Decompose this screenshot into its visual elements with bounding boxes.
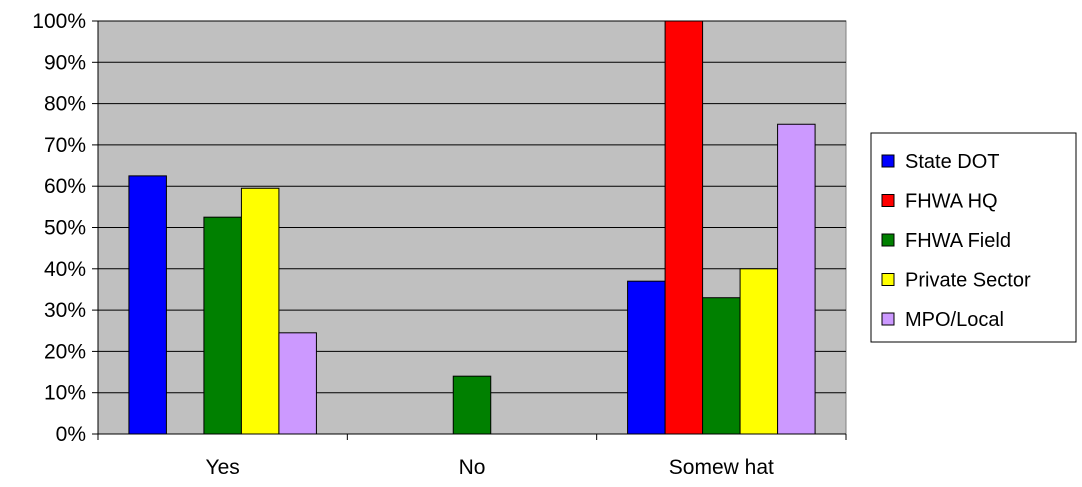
- legend-swatch: [881, 233, 895, 247]
- legend-swatch: [881, 273, 895, 286]
- legend-swatch: [881, 154, 895, 168]
- y-tick-label: 70%: [44, 134, 86, 157]
- legend-label: Private Sector: [905, 270, 1031, 292]
- y-tick-label: 0%: [56, 423, 86, 446]
- x-tick-label: No: [459, 456, 486, 479]
- axes: [92, 20, 847, 440]
- legend-label: MPO/Local: [905, 309, 1004, 331]
- legend: State DOT FHWA HQ FHWA Field Private Sector…: [870, 132, 1077, 343]
- x-axis-tick-labels: Yes No Somew hat: [206, 456, 774, 479]
- y-tick-label: 90%: [44, 51, 86, 74]
- bar-mpo-local-yes: [278, 332, 317, 435]
- y-axis-tick-labels: 0% 10% 20% 30% 40% 50% 60% 70% 80% 90% 100%: [32, 10, 86, 446]
- y-tick-label: 20%: [44, 340, 86, 363]
- bar-state-dot-yes: [128, 175, 167, 435]
- legend-swatch: [881, 194, 895, 207]
- bar-private-sector-yes: [240, 187, 280, 435]
- bar-fhwa-field-somew-hat: [702, 297, 741, 435]
- bar-mpo-local-somew-hat: [777, 123, 816, 435]
- legend-swatch: [881, 312, 895, 326]
- y-tick-label: 60%: [44, 175, 86, 198]
- y-tick-label: 10%: [44, 382, 86, 405]
- y-tick-label: 40%: [44, 258, 86, 281]
- legend-label: FHWA HQ: [905, 191, 998, 213]
- bar-fhwa-hq-somew-hat: [664, 20, 704, 435]
- y-tick-label: 100%: [32, 10, 86, 33]
- bar-fhwa-field-yes: [203, 216, 242, 435]
- x-tick-label: Yes: [206, 456, 240, 479]
- legend-label: State DOT: [905, 151, 999, 173]
- x-tick-label: Somew hat: [669, 456, 774, 479]
- bar-state-dot-somew-hat: [627, 280, 666, 435]
- y-tick-label: 50%: [44, 217, 86, 240]
- y-tick-label: 80%: [44, 93, 86, 116]
- bar-fhwa-field-no: [452, 375, 492, 435]
- legend-label: FHWA Field: [905, 230, 1011, 252]
- legend-box: [870, 132, 1077, 343]
- y-tick-label: 30%: [44, 299, 86, 322]
- bar-private-sector-somew-hat: [739, 268, 779, 435]
